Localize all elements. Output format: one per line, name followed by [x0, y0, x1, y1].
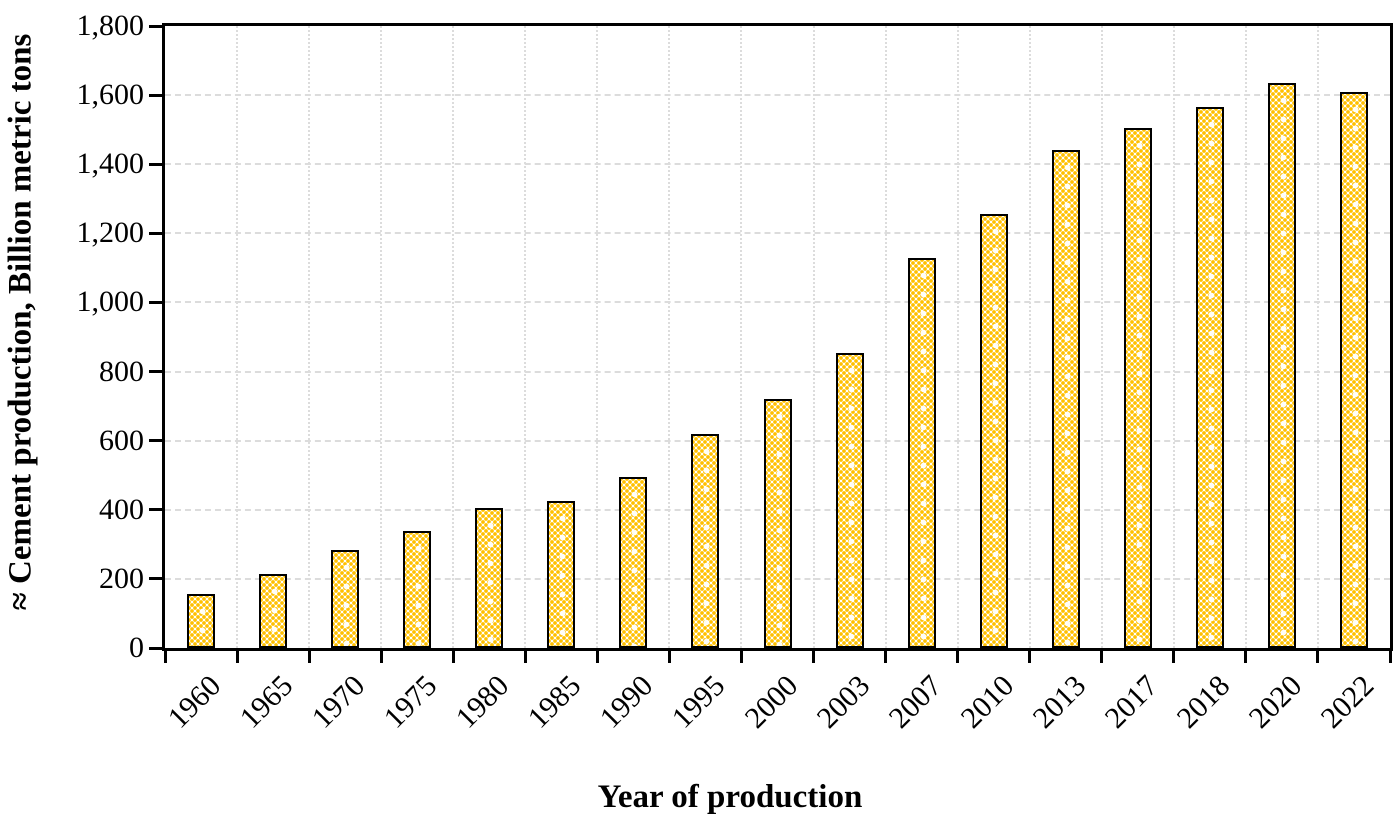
v-gridline-2	[308, 26, 311, 648]
x-tick-label-1975: 1975	[377, 669, 444, 735]
v-gridline-16	[1316, 26, 1319, 648]
x-tick-mark-15	[1244, 651, 1248, 663]
bar-1995	[691, 433, 720, 648]
v-gridline-4	[452, 26, 455, 648]
x-tick-mark-3	[379, 651, 383, 663]
y-tick-label-400: 400	[99, 492, 144, 526]
v-gridline-8	[740, 26, 743, 648]
x-tick-label-2020: 2020	[1242, 669, 1309, 735]
x-tick-mark-17	[1388, 651, 1392, 663]
v-gridline-1	[236, 26, 239, 648]
y-tick-mark-1000	[149, 300, 162, 304]
bar-1970	[331, 549, 360, 648]
x-tick-label-2007: 2007	[882, 669, 948, 735]
x-tick-mark-10	[884, 651, 888, 663]
bar-1975	[403, 530, 432, 648]
x-tick-mark-1	[235, 651, 239, 663]
x-tick-label-1980: 1980	[449, 669, 516, 735]
x-axis-title: Year of production	[597, 779, 863, 815]
bar-2018	[1195, 107, 1224, 648]
x-tick-mark-14	[1172, 651, 1176, 663]
y-tick-mark-600	[149, 439, 162, 443]
v-gridline-15	[1244, 26, 1247, 648]
v-gridline-9	[812, 26, 815, 648]
bar-2017	[1123, 127, 1152, 648]
x-tick-label-1970: 1970	[305, 669, 372, 735]
x-tick-mark-2	[307, 651, 311, 663]
h-gridline-1000	[165, 301, 1390, 304]
bar-2022	[1339, 91, 1368, 648]
y-tick-label-1200: 1,200	[76, 216, 145, 250]
bar-2000	[763, 399, 792, 648]
x-tick-mark-9	[812, 651, 816, 663]
y-tick-mark-400	[149, 508, 162, 512]
x-tick-label-1990: 1990	[593, 669, 660, 735]
v-gridline-12	[1028, 26, 1031, 648]
x-tick-label-2022: 2022	[1314, 669, 1381, 735]
y-tick-mark-1600	[149, 93, 162, 97]
h-gridline-800	[165, 370, 1390, 373]
y-tick-label-0: 0	[129, 631, 144, 664]
v-gridline-14	[1172, 26, 1175, 648]
v-gridline-7	[668, 26, 671, 648]
bar-2010	[979, 214, 1008, 648]
h-gridline-1600	[165, 94, 1390, 97]
x-tick-mark-13	[1100, 651, 1104, 663]
y-tick-label-1600: 1,600	[76, 78, 145, 112]
bar-1965	[259, 573, 288, 648]
x-tick-mark-16	[1316, 651, 1320, 663]
y-tick-mark-1200	[149, 231, 162, 235]
v-gridline-6	[596, 26, 599, 648]
x-tick-label-2017: 2017	[1098, 669, 1165, 735]
v-gridline-5	[524, 26, 527, 648]
bar-1990	[619, 476, 648, 648]
y-tick-label-200: 200	[99, 561, 144, 595]
bar-1960	[187, 594, 216, 648]
bar-1980	[475, 508, 504, 648]
v-gridline-13	[1100, 26, 1103, 648]
x-tick-mark-5	[523, 651, 527, 663]
y-tick-mark-1800	[149, 24, 162, 28]
x-tick-label-2000: 2000	[738, 669, 804, 735]
y-tick-label-1800: 1,800	[76, 9, 145, 42]
x-tick-label-2018: 2018	[1170, 669, 1237, 735]
y-tick-mark-800	[149, 370, 162, 374]
x-tick-label-2010: 2010	[954, 669, 1021, 735]
y-tick-label-1400: 1,400	[76, 147, 145, 181]
x-tick-mark-0	[163, 651, 167, 663]
y-tick-label-1000: 1,000	[76, 285, 145, 319]
v-gridline-10	[884, 26, 887, 648]
y-tick-mark-1400	[149, 162, 162, 166]
x-tick-mark-8	[739, 651, 743, 663]
x-tick-label-1965: 1965	[233, 669, 300, 735]
x-tick-mark-6	[595, 651, 599, 663]
h-gridline-1400	[165, 163, 1390, 166]
y-tick-label-600: 600	[99, 423, 144, 457]
x-tick-label-1995: 1995	[666, 669, 732, 735]
x-tick-mark-4	[451, 651, 455, 663]
v-gridline-3	[380, 26, 383, 648]
x-tick-mark-11	[956, 651, 960, 663]
x-tick-label-2003: 2003	[810, 669, 876, 735]
x-tick-label-2013: 2013	[1026, 669, 1093, 735]
bar-2013	[1051, 150, 1080, 648]
bar-2007	[907, 257, 936, 648]
x-tick-mark-12	[1028, 651, 1032, 663]
y-tick-mark-200	[149, 577, 162, 581]
bar-2003	[835, 352, 864, 648]
x-tick-label-1960: 1960	[161, 669, 228, 735]
y-tick-label-800: 800	[99, 354, 144, 388]
v-gridline-11	[956, 26, 959, 648]
bar-2020	[1267, 83, 1296, 648]
h-gridline-1200	[165, 232, 1390, 235]
y-tick-mark-0	[149, 646, 162, 650]
bar-1985	[547, 501, 576, 648]
x-tick-label-1985: 1985	[521, 669, 588, 735]
x-tick-mark-7	[667, 651, 671, 663]
